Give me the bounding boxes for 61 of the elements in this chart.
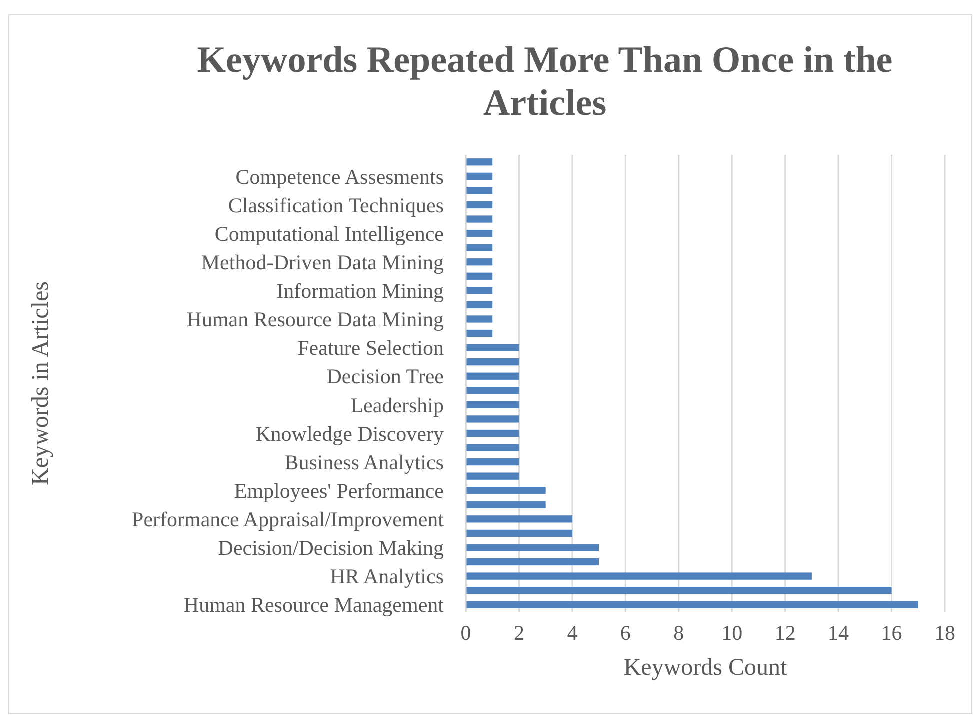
bar bbox=[466, 372, 520, 380]
bar bbox=[466, 272, 493, 280]
bar bbox=[466, 230, 493, 238]
y-tick-label: Business Analytics bbox=[284, 450, 444, 474]
y-tick-label: Method-Driven Data Mining bbox=[201, 250, 444, 274]
bar bbox=[466, 216, 493, 223]
x-tick-label: 10 bbox=[722, 621, 743, 645]
y-tick-label: Performance Appraisal/Improvement bbox=[132, 508, 444, 532]
x-tick-label: 18 bbox=[934, 621, 956, 645]
y-tick-label: Information Mining bbox=[276, 279, 444, 304]
bar bbox=[466, 416, 520, 423]
bar bbox=[466, 201, 493, 209]
bar bbox=[466, 516, 572, 523]
x-axis-title: Keywords Count bbox=[624, 655, 788, 681]
x-tick-label: 16 bbox=[881, 621, 902, 645]
bar bbox=[466, 501, 546, 508]
y-tick-label: Human Resource Management bbox=[184, 593, 444, 618]
y-tick-label: Computational Intelligence bbox=[214, 222, 444, 246]
y-tick-label: Competence Assesments bbox=[236, 164, 444, 189]
bar bbox=[466, 158, 493, 166]
y-tick-label: Classification Techniques bbox=[228, 193, 444, 218]
bar bbox=[466, 316, 493, 323]
bar bbox=[466, 544, 600, 552]
y-tick-label: HR Analytics bbox=[330, 564, 444, 589]
bar bbox=[466, 401, 520, 408]
y-tick-label: Feature Selection bbox=[298, 336, 444, 360]
y-tick-label: Employees' Performance bbox=[234, 478, 444, 503]
y-tick-label: Leadership bbox=[350, 393, 444, 418]
chart-title: Keywords Repeated More Than Once in the Articles bbox=[197, 40, 893, 124]
y-tick-label: Decision/Decision Making bbox=[218, 536, 444, 560]
bar bbox=[466, 187, 493, 194]
bar bbox=[466, 430, 520, 438]
bar bbox=[466, 601, 918, 608]
bar bbox=[466, 458, 520, 466]
x-tick-label: 14 bbox=[828, 621, 850, 645]
bar bbox=[466, 358, 520, 366]
bar bbox=[466, 301, 493, 309]
bar bbox=[466, 258, 493, 266]
y-tick-label: Knowledge Discovery bbox=[256, 422, 444, 446]
bar bbox=[466, 287, 493, 294]
x-tick-label: 4 bbox=[567, 621, 578, 645]
bar bbox=[466, 344, 520, 352]
bar bbox=[466, 387, 520, 394]
bar bbox=[466, 487, 546, 494]
y-axis-title: Keywords in Articles bbox=[28, 282, 54, 486]
bar bbox=[466, 172, 493, 180]
bar bbox=[466, 472, 520, 480]
bar bbox=[466, 444, 520, 452]
x-tick-label: 12 bbox=[774, 621, 796, 645]
y-tick-label: Human Resource Data Mining bbox=[186, 308, 444, 332]
bar bbox=[466, 244, 493, 252]
bar bbox=[466, 572, 812, 580]
bar bbox=[466, 587, 892, 594]
x-tick-label: 8 bbox=[674, 621, 684, 645]
y-tick-label: Decision Tree bbox=[326, 364, 444, 389]
x-tick-label: 2 bbox=[514, 621, 524, 645]
bar bbox=[466, 558, 600, 566]
x-tick-label: 0 bbox=[460, 621, 472, 645]
x-tick-label: 6 bbox=[620, 621, 631, 645]
bar bbox=[466, 330, 493, 338]
bar bbox=[466, 530, 572, 538]
